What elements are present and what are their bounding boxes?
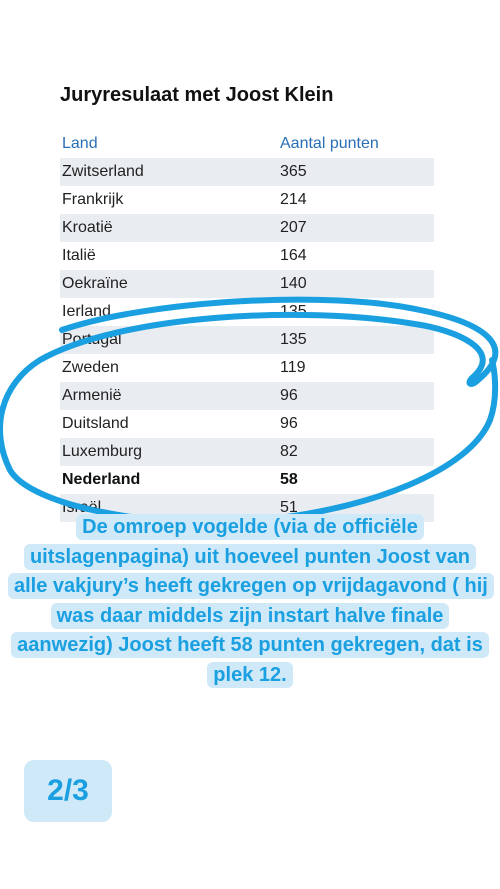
cell-punten: 96: [280, 415, 298, 432]
caption-text: De omroep vogelde (via de officiële uits…: [8, 514, 494, 688]
cell-punten: 82: [280, 443, 298, 460]
cell-punten: 119: [280, 359, 306, 376]
table-row: Kroatië 207: [60, 214, 434, 242]
cell-punten: 207: [280, 219, 307, 236]
cell-punten: 58: [280, 471, 298, 488]
table-row: Italië 164: [60, 242, 434, 270]
table-row: Zwitserland 365: [60, 158, 434, 186]
header-punten: Aantal punten: [280, 134, 379, 152]
cell-land: Luxemburg: [62, 443, 143, 460]
table-row: Armenië 96: [60, 382, 434, 410]
cell-punten: 140: [280, 275, 307, 292]
hand-drawn-circle: [0, 296, 499, 526]
table-row: Oekraïne 140: [60, 270, 434, 298]
cell-land: Oekraïne: [62, 275, 128, 292]
cell-land: Nederland: [62, 471, 141, 488]
page-indicator: 2/3: [24, 760, 112, 822]
cell-land: Ierland: [62, 303, 111, 320]
cell-punten: 164: [280, 247, 307, 264]
table-row: Zweden 119: [60, 354, 434, 382]
cell-land: Zweden: [62, 359, 119, 376]
cell-land: Duitsland: [62, 415, 129, 432]
story-caption: De omroep vogelde (via de officiële uits…: [8, 513, 494, 690]
table-title: Juryresulaat met Joost Klein: [60, 84, 334, 106]
cell-punten: 214: [280, 191, 307, 208]
cell-land: Italië: [62, 247, 96, 264]
cell-land: Armenië: [62, 387, 122, 404]
table-row: Luxemburg 82: [60, 438, 434, 466]
cell-land: Frankrijk: [62, 191, 124, 208]
cell-punten: 51: [280, 499, 298, 516]
table-row: Frankrijk 214: [60, 186, 434, 214]
cell-punten: 365: [280, 163, 307, 180]
cell-punten: 96: [280, 387, 298, 404]
table-row: Nederland 58: [60, 466, 434, 494]
header-land: Land: [62, 134, 98, 152]
table-header: Land Aantal punten: [60, 129, 434, 158]
cell-punten: 135: [280, 331, 307, 348]
table-row: Duitsland 96: [60, 410, 434, 438]
cell-land: Kroatië: [62, 219, 113, 236]
cell-land: Zwitserland: [62, 163, 144, 180]
